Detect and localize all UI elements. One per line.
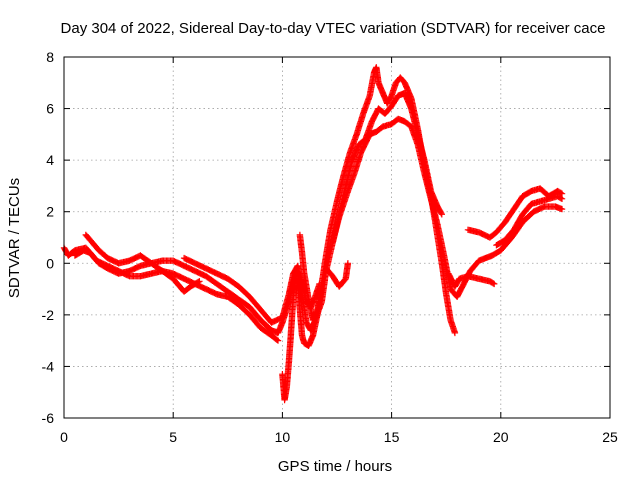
data-marker [491, 280, 498, 288]
data-marker [273, 336, 281, 343]
x-tick-label: 15 [384, 429, 400, 445]
series-track-3 [82, 231, 203, 295]
y-tick-label: 8 [46, 49, 54, 65]
y-tick-label: 6 [46, 101, 54, 117]
axis-ticks [63, 56, 611, 419]
y-tick-label: -4 [42, 358, 55, 374]
data-marker [558, 195, 566, 202]
series-track-11 [493, 193, 566, 249]
series-track-5 [279, 275, 325, 404]
x-tick-label: 10 [275, 429, 291, 445]
data-marker [438, 211, 445, 218]
y-tick-label: 4 [46, 152, 54, 168]
data-marker [195, 278, 202, 286]
data-marker [344, 260, 352, 267]
y-tick-label: 2 [46, 204, 54, 220]
x-tick-label: 0 [60, 429, 68, 445]
plot-frame [63, 56, 611, 419]
y-axis-title: SDTVAR / TECUs [6, 178, 23, 298]
x-tick-label: 5 [169, 429, 177, 445]
series-track-9 [445, 270, 498, 290]
chart-title: Day 304 of 2022, Sidereal Day-to-day VTE… [61, 20, 606, 37]
y-tick-label: 0 [46, 255, 54, 271]
x-tick-labels: 0 5 10 15 20 25 [60, 429, 618, 445]
x-tick-label: 25 [602, 429, 618, 445]
plot-marks [60, 64, 566, 404]
series-track-8 [322, 260, 352, 290]
data-marker [274, 337, 282, 344]
series-track-2 [71, 247, 282, 344]
x-tick-label: 20 [493, 429, 509, 445]
data-marker [196, 278, 203, 285]
data-marker [451, 329, 459, 337]
grid [64, 57, 610, 418]
y-tick-label: -2 [42, 307, 55, 323]
data-marker [558, 205, 566, 213]
x-axis-title: GPS time / hours [278, 458, 392, 475]
y-tick-labels: -6 -4 -2 0 2 4 6 8 [42, 49, 55, 426]
y-tick-label: -6 [42, 410, 55, 426]
series-track-7 [329, 89, 445, 246]
